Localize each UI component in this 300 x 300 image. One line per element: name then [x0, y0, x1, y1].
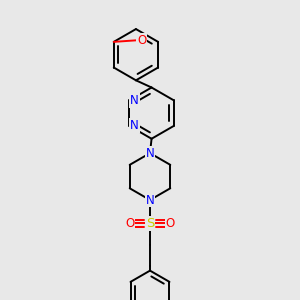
Text: O: O	[125, 217, 134, 230]
Text: N: N	[146, 147, 154, 160]
Text: N: N	[130, 94, 139, 107]
Text: O: O	[137, 34, 146, 47]
Text: N: N	[146, 194, 154, 206]
Text: N: N	[130, 119, 139, 132]
Text: O: O	[166, 217, 175, 230]
Text: S: S	[146, 217, 154, 230]
